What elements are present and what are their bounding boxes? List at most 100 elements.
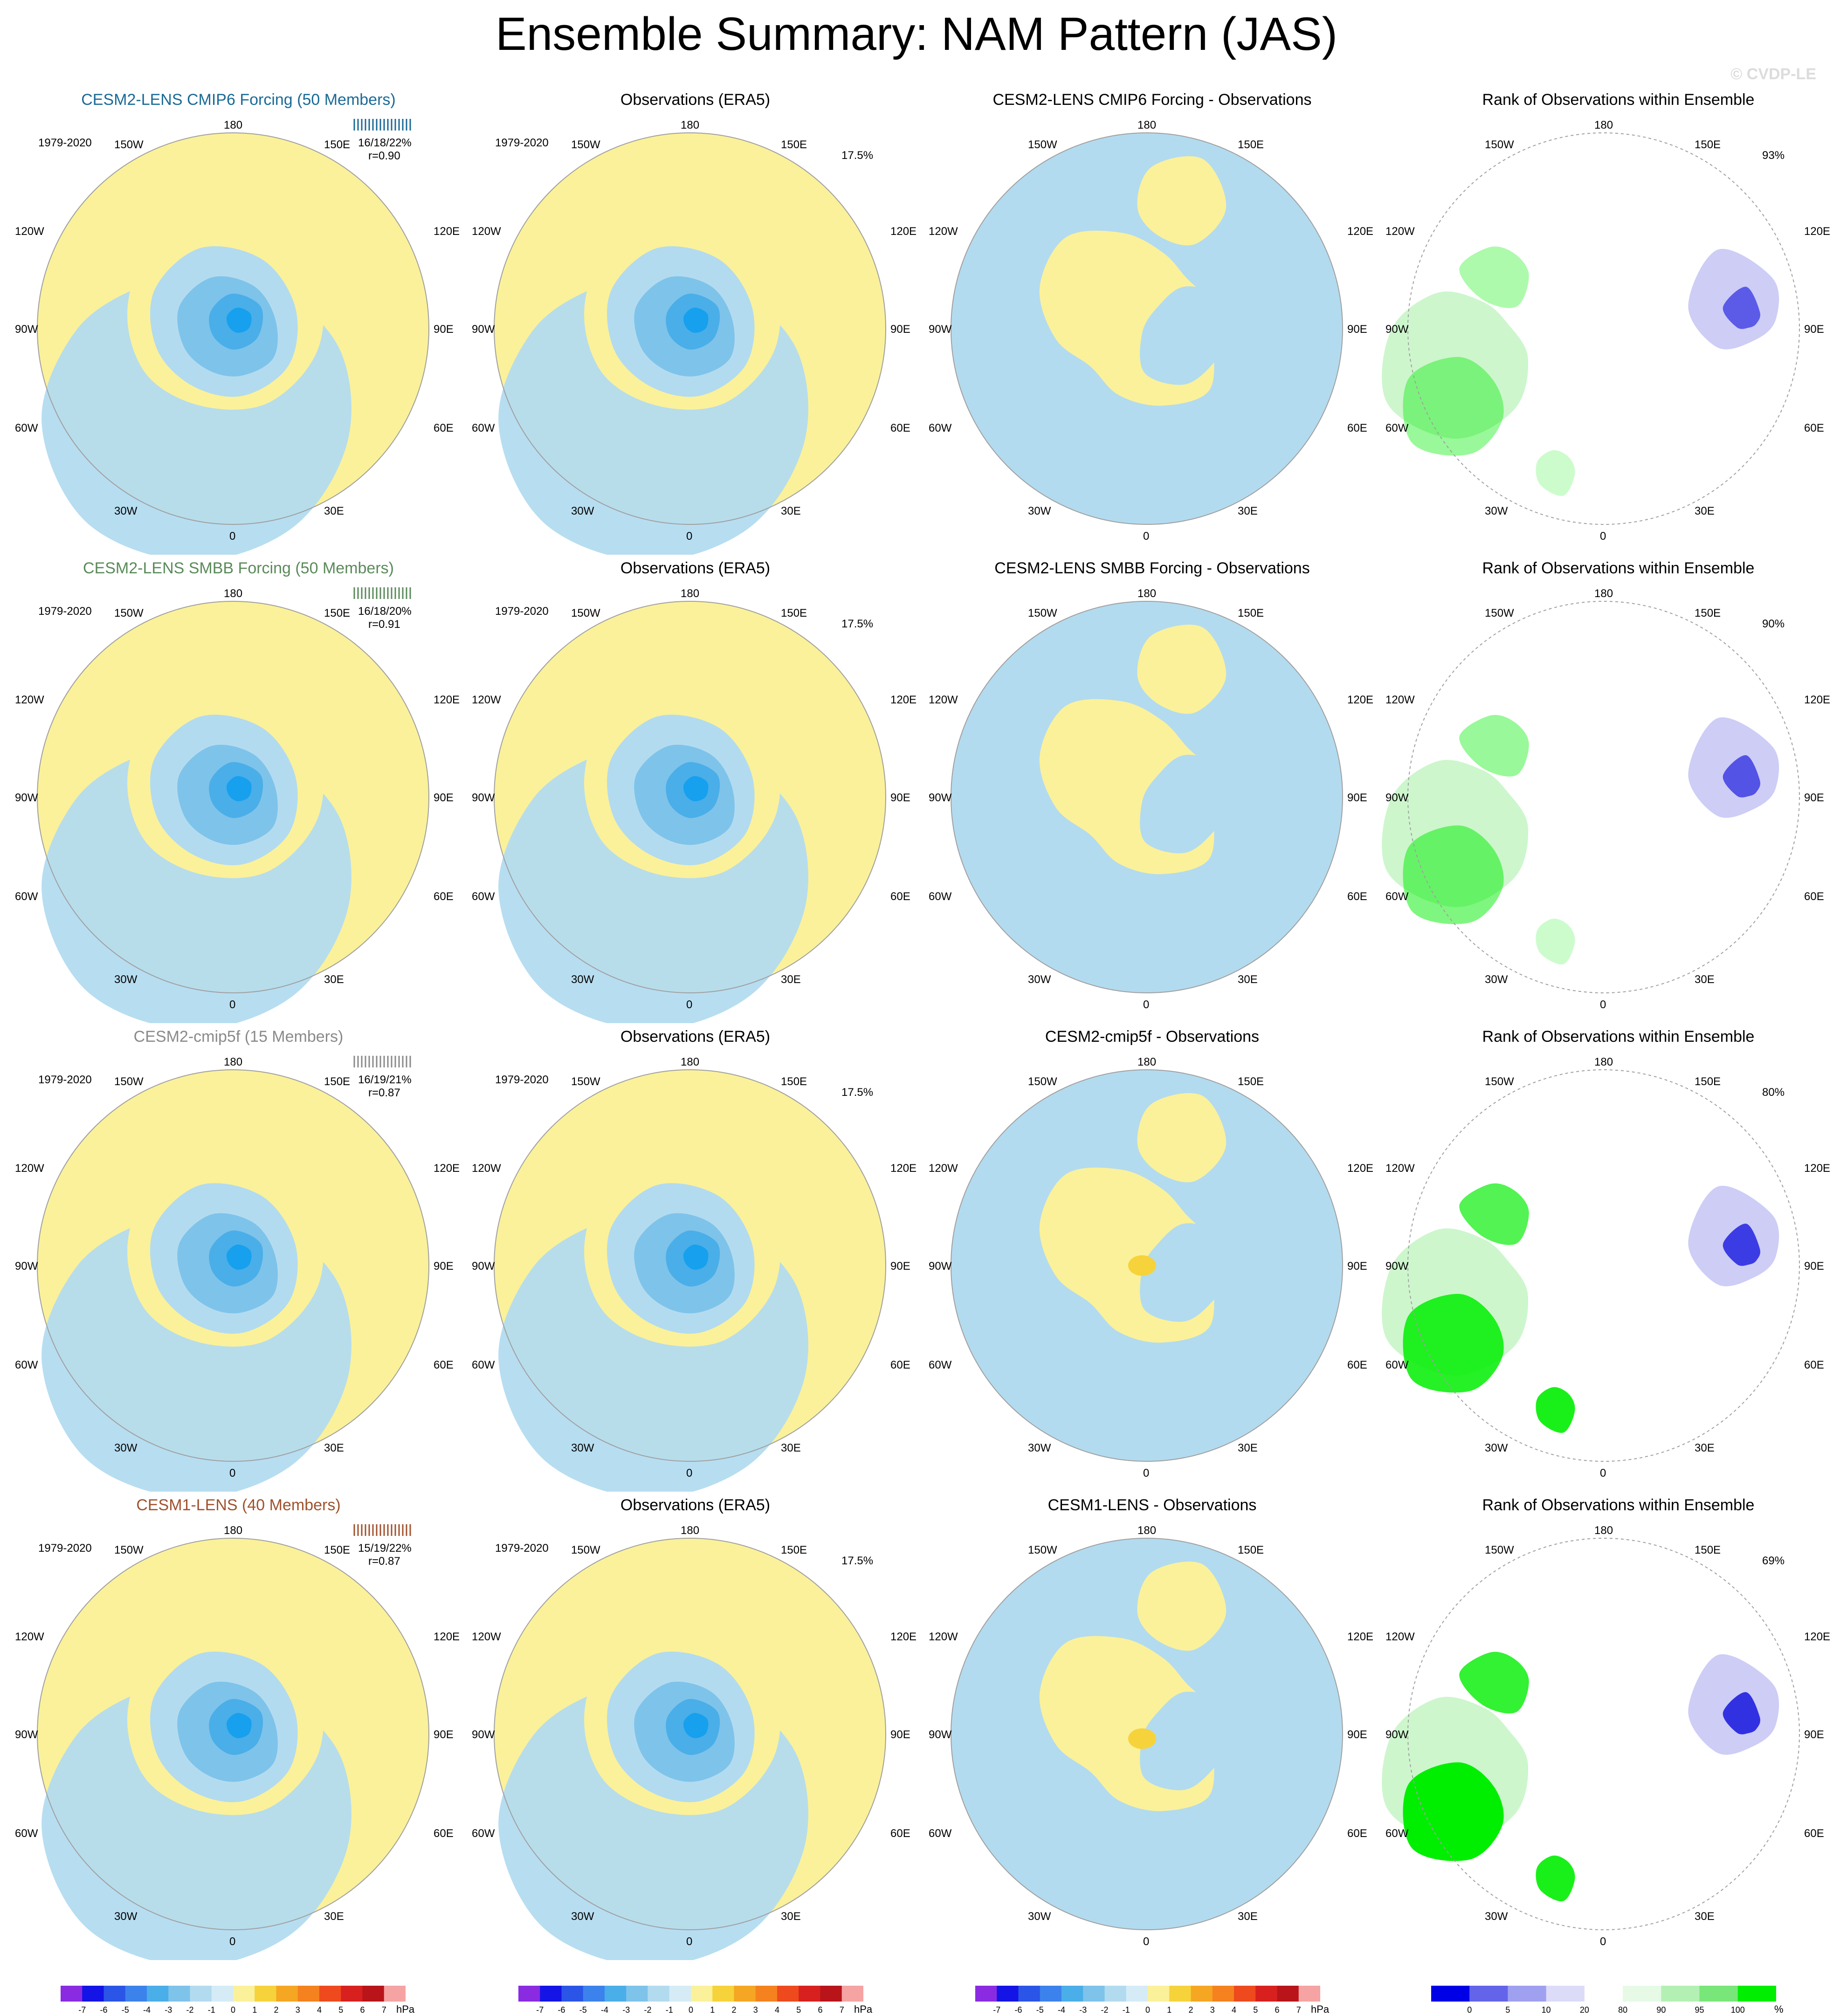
lon-label-p150e: 150E — [781, 607, 807, 619]
model-panel-4: CESM1-LENS (40 Members) 180 0 150W 150E 120W 1… — [9, 1492, 468, 1960]
colorbar-tick-label: -5 — [121, 2005, 129, 2015]
lon-label-p30w: 30W — [1028, 1442, 1051, 1454]
lon-label-p30w: 30W — [1485, 973, 1508, 986]
lon-label-p120w: 120W — [472, 1162, 501, 1175]
lon-label-p90w: 90W — [929, 1260, 952, 1273]
diff-panel-1: CESM2-LENS CMIP6 Forcing - Observations 1… — [923, 86, 1381, 555]
lon-label-p60w: 60W — [472, 422, 495, 434]
polar-map — [951, 132, 1343, 525]
r-value: r=0.87 — [368, 1087, 400, 1099]
period-label: 1979-2020 — [38, 1073, 92, 1086]
model-panel-3: CESM2-cmip5f (15 Members) 180 0 150W 150E 120… — [9, 1023, 468, 1492]
colorbar-tick-label: -6 — [558, 2005, 565, 2015]
colorbar-swatch — [518, 1986, 540, 2002]
lon-label-p30w: 30W — [1485, 505, 1508, 517]
colorbar-swatch — [1018, 1986, 1041, 2002]
lon-label-p90e: 90E — [1804, 323, 1824, 336]
colorbar-tick-label: -3 — [1079, 2005, 1087, 2015]
lon-label-p30w: 30W — [114, 1442, 138, 1454]
lon-label-bottom: 0 — [1600, 530, 1606, 543]
lon-label-p120w: 120W — [1385, 694, 1415, 706]
polar-map — [37, 1056, 429, 1492]
colorbar-swatch — [734, 1986, 756, 2002]
lon-label-bottom: 0 — [686, 1935, 693, 1948]
lon-label-p30e: 30E — [324, 505, 344, 517]
lon-label-p120e: 120E — [890, 225, 917, 238]
colorbar-swatch — [1431, 1986, 1470, 2002]
lon-label-p60w: 60W — [929, 1827, 952, 1840]
lon-label-p60w: 60W — [472, 1827, 495, 1840]
lon-label-p120e: 120E — [1804, 1162, 1831, 1175]
lon-label-p30e: 30E — [781, 1442, 801, 1454]
rank-title: Rank of Observations within Ensemble — [1482, 91, 1755, 109]
lon-label-bottom: 0 — [686, 530, 693, 543]
lon-label-p120e: 120E — [434, 1631, 460, 1643]
lon-label-p120e: 120E — [434, 694, 460, 706]
polar-map — [951, 1538, 1343, 1930]
colorbar-tick-label: 5 — [338, 2005, 344, 2015]
colorbar-tick-label: 5 — [1253, 2005, 1258, 2015]
rank-pct: 93% — [1762, 149, 1785, 162]
lon-label-p90e: 90E — [1804, 1728, 1824, 1741]
lon-label-bottom: 0 — [229, 998, 236, 1011]
lon-label-p150w: 150W — [1028, 607, 1057, 619]
lon-label-p60e: 60E — [890, 890, 910, 903]
ensemble-spread-bar — [353, 1056, 411, 1067]
lon-label-p60w: 60W — [1385, 1827, 1409, 1840]
colorbar-swatch — [1191, 1986, 1213, 2002]
lon-label-p60e: 60E — [1347, 1827, 1367, 1840]
lon-label-p30e: 30E — [1695, 505, 1715, 517]
lon-label-bottom: 0 — [229, 1467, 236, 1479]
lon-label-p120e: 120E — [890, 694, 917, 706]
polar-map — [37, 119, 429, 555]
lon-label-p30w: 30W — [114, 1910, 138, 1923]
lon-label-p90w: 90W — [1385, 791, 1409, 804]
polar-map — [494, 1069, 886, 1492]
lon-label-bottom: 0 — [686, 1467, 693, 1479]
period-label: 1979-2020 — [495, 137, 549, 149]
lon-label-p30e: 30E — [324, 973, 344, 986]
lon-label-p60w: 60W — [1385, 1359, 1409, 1371]
colorbar-swatch — [190, 1986, 212, 2002]
lon-label-p150e: 150E — [1238, 607, 1264, 619]
colorbar-unit: hPa — [1311, 2003, 1330, 2015]
obs-title: Observations (ERA5) — [620, 1028, 771, 1046]
polar-map — [494, 601, 886, 1023]
lon-label-p150e: 150E — [781, 1075, 807, 1088]
colorbar-tick-label: 0 — [230, 2005, 235, 2015]
lon-label-top: 180 — [224, 1524, 243, 1537]
colorbar-swatch — [755, 1986, 778, 2002]
lon-label-p30w: 30W — [571, 1910, 594, 1923]
lon-label-p150e: 150E — [1238, 138, 1264, 151]
colorbar-tick-label: 1 — [1167, 2005, 1172, 2015]
lon-label-p30e: 30E — [324, 1910, 344, 1923]
colorbar-swatch — [626, 1986, 648, 2002]
ensemble-spread-bar — [353, 587, 411, 599]
period-label: 1979-2020 — [38, 605, 92, 618]
lon-label-p90w: 90W — [472, 1728, 495, 1741]
rank-panel-1: Rank of Observations within Ensemble 180 0… — [1380, 86, 1833, 555]
colorbar-tick-label: 1 — [252, 2005, 257, 2015]
obs-pct: 17.5% — [841, 149, 874, 162]
lon-label-p60w: 60W — [15, 890, 38, 903]
colorbar-tick-label: 3 — [1210, 2005, 1215, 2015]
r-value: r=0.87 — [368, 1555, 400, 1568]
diff-title: CESM1-LENS - Observations — [1047, 1496, 1257, 1514]
pct-summary: 15/19/22% — [358, 1542, 412, 1555]
colorbar-tick-label: -2 — [644, 2005, 652, 2015]
lon-label-p30w: 30W — [1028, 505, 1051, 517]
lon-label-top: 180 — [1137, 1524, 1157, 1537]
period-label: 1979-2020 — [38, 1542, 92, 1555]
colorbar-swatch — [1661, 1986, 1700, 2002]
colorbar-tick-label: -5 — [1036, 2005, 1044, 2015]
colorbar-tick-label: 1 — [710, 2005, 715, 2015]
colorbar-swatch — [233, 1986, 255, 2002]
lon-label-p90e: 90E — [1347, 1728, 1367, 1741]
rank-colorbar — [1431, 1986, 1776, 2002]
colorbar-swatch — [841, 1986, 863, 2002]
lon-label-p30e: 30E — [781, 1910, 801, 1923]
pct-summary: 16/18/20% — [358, 605, 412, 618]
rank-title: Rank of Observations within Ensemble — [1482, 559, 1755, 577]
lon-label-bottom: 0 — [686, 998, 693, 1011]
lon-label-p150w: 150W — [1028, 1544, 1057, 1556]
